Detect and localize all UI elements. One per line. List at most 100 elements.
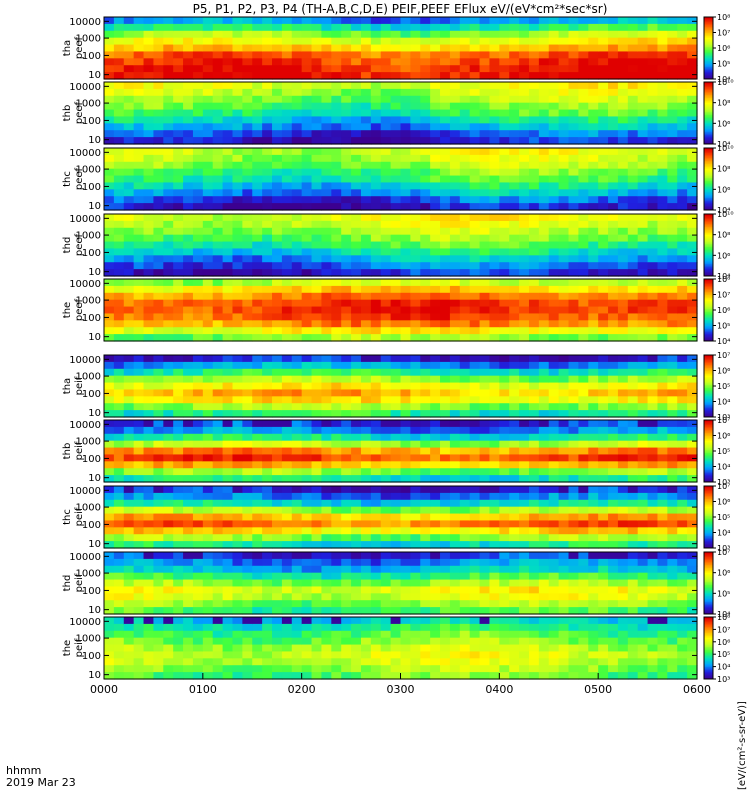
heatmap-cell <box>202 220 214 229</box>
heatmap-cell <box>548 375 560 384</box>
heatmap-cell <box>202 154 214 163</box>
heatmap-cell <box>370 37 382 46</box>
heatmap-cell <box>272 154 283 163</box>
heatmap-cell <box>667 234 678 243</box>
heatmap-cell <box>291 123 303 131</box>
heatmap-cell <box>519 269 530 277</box>
heatmap-cell <box>588 486 599 494</box>
heatmap-cell <box>578 492 589 501</box>
heatmap-cell <box>608 506 619 515</box>
heatmap-cell <box>558 227 570 236</box>
heatmap-cell <box>667 148 678 156</box>
heatmap-cell <box>677 88 688 97</box>
heatmap-cell <box>281 161 293 170</box>
heatmap-cell <box>192 299 204 308</box>
heatmap-cell <box>311 396 323 404</box>
heatmap-cell <box>153 607 164 615</box>
heatmap-cell <box>647 161 659 170</box>
heatmap-cell <box>301 203 313 211</box>
heatmap-cell <box>440 116 451 124</box>
heatmap-cell <box>272 88 283 97</box>
heatmap-cell <box>281 17 293 25</box>
heatmap-cell <box>222 255 234 263</box>
heatmap-cell <box>291 154 303 163</box>
heatmap-cell <box>667 102 678 111</box>
y-tick-label: 10 <box>88 539 101 550</box>
heatmap-cell <box>113 137 125 145</box>
heatmap-cell <box>143 102 155 111</box>
heatmap-cell <box>588 203 599 211</box>
heatmap-cell <box>163 72 174 80</box>
heatmap-cell <box>301 475 313 483</box>
heatmap-cell <box>163 454 174 462</box>
heatmap-cell <box>232 520 243 528</box>
heatmap-cell <box>647 292 659 301</box>
heatmap-cell <box>321 292 332 301</box>
heatmap-cell <box>192 320 204 328</box>
colorbar-step <box>704 246 713 249</box>
heatmap-cell <box>479 116 491 124</box>
heatmap-cell <box>252 426 263 435</box>
heatmap-cell <box>528 447 540 456</box>
y-tick-label: 10000 <box>69 82 101 93</box>
heatmap-cell <box>687 175 698 184</box>
heatmap-cell <box>123 30 135 39</box>
heatmap-cell <box>420 269 431 277</box>
heatmap-cell <box>311 499 323 508</box>
heatmap-cell <box>449 454 461 462</box>
heatmap-cell <box>331 182 342 190</box>
colorbar-step <box>704 504 713 507</box>
heatmap-cell <box>252 262 263 270</box>
heatmap-cell <box>192 23 204 32</box>
heatmap-cell <box>400 513 411 522</box>
heatmap-cell <box>489 116 500 124</box>
heatmap-cell <box>380 527 392 535</box>
heatmap-cell <box>410 30 421 39</box>
heatmap-cell <box>242 148 253 156</box>
colorbar-step <box>704 102 713 105</box>
heatmap-cell <box>212 269 224 277</box>
colorbar-step <box>704 323 713 326</box>
heatmap-cell <box>489 88 500 97</box>
heatmap-cell <box>440 492 451 501</box>
heatmap-cell <box>173 433 184 442</box>
heatmap-cell <box>153 541 164 549</box>
heatmap-cell <box>143 137 155 145</box>
heatmap-cell <box>321 541 332 549</box>
heatmap-cell <box>360 499 372 508</box>
heatmap-cell <box>311 44 323 53</box>
heatmap-cell <box>173 475 184 483</box>
colorbar-step <box>704 41 713 44</box>
heatmap-cell <box>548 320 560 328</box>
heatmap-cell <box>192 95 204 104</box>
heatmap-cell <box>183 534 194 542</box>
heatmap-cell <box>687 306 698 315</box>
heatmap-cell <box>380 327 392 335</box>
heatmap-cell <box>390 433 402 442</box>
heatmap-cell <box>469 182 481 190</box>
colorbar-step <box>704 92 713 95</box>
heatmap-cell <box>252 506 263 515</box>
colorbar-step <box>704 103 713 106</box>
heatmap-cell <box>588 82 599 90</box>
heatmap-cell <box>509 486 520 494</box>
heatmap-cell <box>173 454 184 462</box>
heatmap-cell <box>528 161 540 170</box>
heatmap-cell <box>301 433 313 442</box>
heatmap-cell <box>370 355 382 363</box>
colorbar-step <box>704 258 713 261</box>
heatmap-cell <box>627 37 639 46</box>
heatmap-cell <box>617 154 629 163</box>
heatmap-cell <box>370 44 382 53</box>
heatmap-cell <box>499 168 510 177</box>
colorbar-step <box>704 196 713 199</box>
heatmap-cell <box>509 123 520 131</box>
heatmap-cell <box>390 426 402 435</box>
heatmap-cell <box>123 389 135 397</box>
heatmap-cell <box>538 51 550 59</box>
heatmap-cell <box>212 285 224 294</box>
heatmap-cell <box>232 454 243 462</box>
heatmap-cell <box>232 102 243 111</box>
heatmap-cell <box>449 116 461 124</box>
panel-instrument-label: peef <box>74 233 85 256</box>
